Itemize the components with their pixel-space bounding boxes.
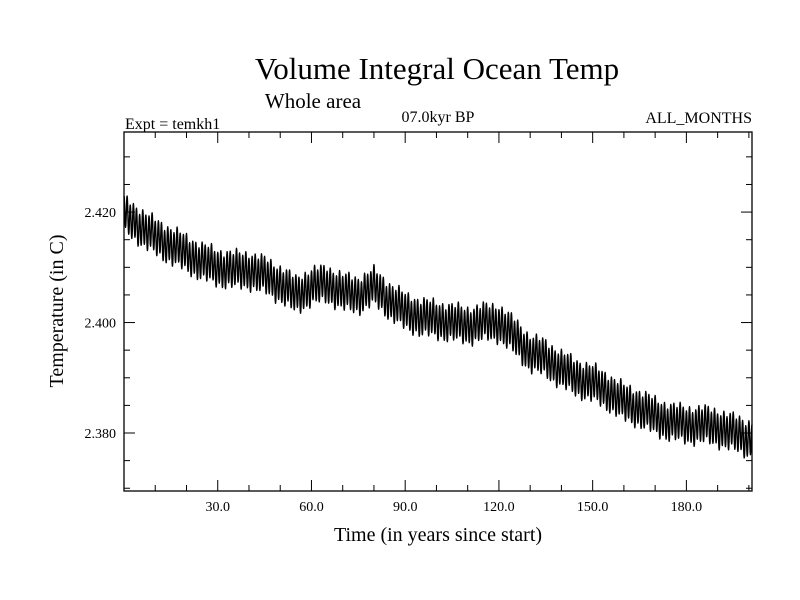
months-label: ALL_MONTHS (645, 110, 752, 127)
x-tick-label: 30.0 (205, 500, 230, 515)
x-tick-label: 120.0 (483, 500, 515, 515)
axis-ticks: 30.0 60.0 90.0 120.0 150.0 180.0 2.380 2.400 2.4… (85, 132, 752, 515)
x-tick-label: 150.0 (577, 500, 609, 515)
y-tick-label: 2.380 (85, 427, 117, 442)
y-axis-label: Temperature (in C) (46, 235, 68, 388)
y-tick-label: 2.400 (85, 317, 117, 332)
chart-title: Volume Integral Ocean Temp (255, 51, 619, 86)
experiment-label: Expt = temkh1 (125, 116, 220, 133)
x-tick-label: 180.0 (671, 500, 703, 515)
x-axis-label: Time (in years since start) (334, 524, 542, 546)
temperature-series-line (123, 195, 753, 459)
data-layer (123, 195, 753, 459)
y-tick-label: 2.420 (85, 206, 117, 221)
x-tick-label: 90.0 (393, 500, 418, 515)
period-label: 07.0kyr BP (402, 109, 475, 126)
chart-subtitle: Whole area (265, 89, 362, 113)
x-tick-label: 60.0 (299, 500, 324, 515)
plot-frame (123, 131, 753, 492)
